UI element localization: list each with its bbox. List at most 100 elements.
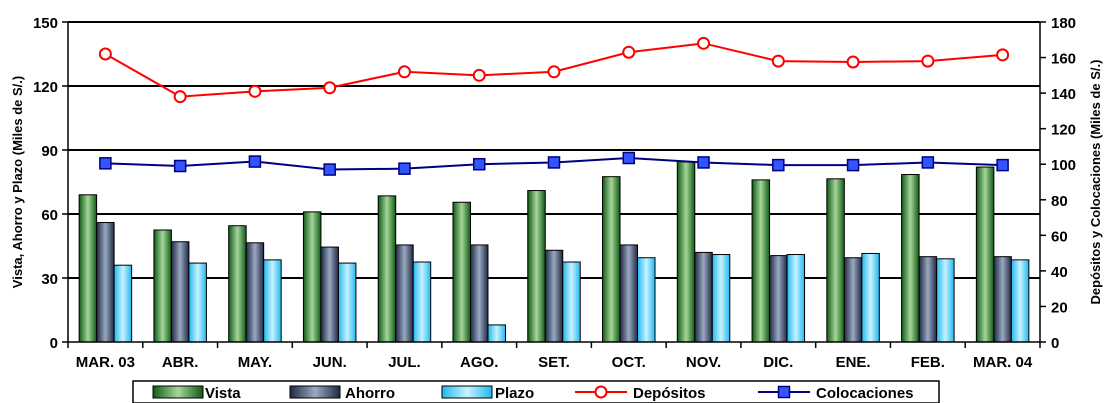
x-tick-label: FEB. [911, 354, 945, 371]
bar-vista [302, 211, 322, 343]
bar-vista [975, 166, 995, 343]
point-colocaciones [472, 157, 486, 171]
point-depositos [846, 55, 860, 69]
legend-label-ahorro: Ahorro [345, 385, 395, 402]
legend-label-colocaciones: Colocaciones [816, 385, 914, 402]
point-colocaciones [697, 156, 710, 169]
x-tick-label: MAY. [238, 354, 272, 371]
point-depositos [921, 54, 935, 68]
bar-vista [602, 176, 621, 343]
right-tick-label: 100 [1051, 157, 1076, 174]
bar-vista [901, 174, 920, 343]
bar-plazo [936, 258, 955, 343]
left-tick-label: 120 [33, 79, 58, 96]
bar-plazo [637, 257, 656, 343]
point-depositos [98, 47, 112, 61]
bar-plazo [861, 252, 880, 343]
bar-ahorro [170, 241, 190, 343]
left-tick-label: 30 [41, 271, 58, 288]
point-colocaciones [173, 159, 187, 173]
bar-ahorro [395, 244, 414, 343]
bar-plazo [337, 262, 357, 343]
point-colocaciones [547, 156, 561, 169]
point-colocaciones [772, 158, 785, 172]
bar-ahorro [843, 257, 863, 343]
x-tick-label: JUL. [388, 354, 421, 371]
point-depositos [771, 54, 785, 68]
bar-plazo [188, 262, 207, 343]
x-tick-label: SET. [538, 354, 570, 371]
bar-vista [377, 195, 397, 343]
x-tick-label: ENE. [836, 354, 871, 371]
point-depositos [547, 65, 561, 79]
bar-plazo [263, 259, 282, 343]
legend-swatch-plazo [441, 385, 493, 399]
gridlines [68, 21, 1040, 279]
left-tick-label: 150 [33, 15, 58, 32]
bar-ahorro [694, 251, 713, 343]
point-colocaciones [398, 162, 411, 175]
left-tick-label: 0 [50, 335, 58, 352]
bar-plazo [711, 254, 731, 343]
x-tick-label: MAR. 03 [76, 354, 135, 371]
right-tick-label: 20 [1051, 299, 1068, 316]
right-tick-label: 160 [1051, 51, 1076, 68]
bar-plazo [487, 324, 506, 343]
bar-vista [153, 229, 172, 343]
bar-ahorro [619, 244, 639, 343]
axes: 0 30 60 90 120 150 0 20 40 60 80 100 120 140 160 180 MAR… [10, 15, 1103, 371]
right-tick-label: 0 [1051, 335, 1059, 352]
bar-vista [826, 178, 845, 343]
point-colocaciones [99, 157, 112, 170]
bar-ahorro [245, 242, 265, 343]
right-tick-label: 40 [1051, 264, 1068, 281]
point-depositos [323, 81, 337, 95]
bar-vista [676, 161, 696, 343]
right-tick-label: 60 [1051, 228, 1068, 245]
right-tick-label: 140 [1051, 86, 1076, 103]
point-depositos [173, 90, 187, 104]
point-depositos [248, 84, 262, 98]
left-tick-label: 60 [41, 207, 58, 224]
point-depositos [397, 65, 411, 79]
x-tick-label: ABR. [162, 354, 199, 371]
bar-ahorro [544, 249, 564, 343]
bar-ahorro [918, 256, 938, 343]
bar-plazo [1010, 259, 1030, 343]
bar-vista [751, 179, 771, 343]
x-tick-label: MAR. 04 [973, 354, 1033, 371]
bar-ahorro [769, 255, 788, 343]
point-depositos [996, 48, 1010, 62]
right-tick-label: 180 [1051, 15, 1076, 32]
bar-plazo [786, 254, 806, 343]
point-colocaciones [996, 158, 1009, 172]
bar-plazo [113, 264, 133, 343]
left-axis-title: Vista, Ahorro y Plazo (Miles de S/.) [10, 76, 25, 288]
left-tick-label: 90 [41, 143, 58, 160]
legend-marker-colocaciones [777, 385, 791, 399]
point-colocaciones [921, 156, 935, 169]
point-colocaciones [622, 151, 636, 165]
legend: Vista Ahorro Plazo Depósitos Colocaciones [132, 380, 940, 403]
legend-swatch-ahorro [289, 385, 341, 399]
x-tick-label: AGO. [460, 354, 498, 371]
bar-vista [527, 190, 546, 343]
point-colocaciones [248, 155, 262, 168]
point-depositos [472, 68, 486, 82]
bar-ahorro [320, 246, 339, 343]
bar-plazo [412, 261, 432, 343]
legend-marker-depositos [594, 385, 608, 399]
x-tick-label: DIC. [763, 354, 793, 371]
x-tick-label: OCT. [612, 354, 646, 371]
legend-label-plazo: Plazo [495, 385, 534, 402]
bar-ahorro [469, 244, 489, 343]
point-depositos [622, 45, 636, 59]
x-tick-label: JUN. [313, 354, 347, 371]
right-tick-label: 80 [1051, 193, 1068, 210]
point-colocaciones [846, 158, 860, 172]
bar-ahorro [96, 222, 115, 343]
bar-vista [228, 225, 247, 343]
lines [98, 36, 1010, 176]
right-axis-title: Depósitos y Colocaciones (Miles de S/.) [1088, 60, 1103, 305]
